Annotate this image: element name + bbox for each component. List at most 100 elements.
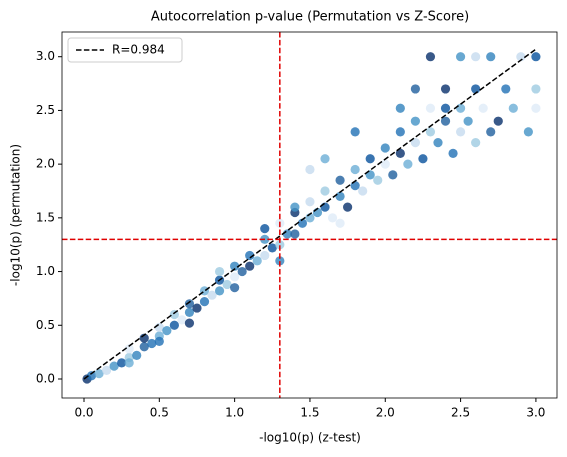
point bbox=[94, 369, 104, 379]
y-tick-label: 1.5 bbox=[36, 210, 55, 224]
x-tick-label: 1.0 bbox=[225, 406, 244, 420]
point bbox=[320, 186, 330, 196]
point bbox=[350, 127, 360, 137]
x-tick-label: 2.5 bbox=[451, 406, 470, 420]
point bbox=[297, 218, 308, 228]
point bbox=[440, 103, 451, 113]
point bbox=[455, 127, 466, 137]
point bbox=[335, 218, 345, 228]
chart-title: Autocorrelation p-value (Permutation vs … bbox=[151, 10, 469, 25]
point bbox=[207, 290, 217, 300]
point bbox=[486, 127, 496, 137]
point bbox=[471, 84, 481, 94]
x-axis-label: -log10(p) (z-test) bbox=[259, 431, 361, 445]
legend-label: R=0.984 bbox=[112, 43, 165, 57]
point bbox=[403, 159, 413, 169]
point bbox=[335, 191, 345, 201]
point bbox=[425, 52, 436, 62]
legend-box bbox=[67, 37, 183, 63]
point bbox=[388, 170, 398, 180]
point bbox=[86, 371, 97, 381]
point bbox=[350, 181, 360, 191]
point bbox=[124, 344, 134, 354]
point bbox=[327, 213, 338, 223]
point bbox=[440, 116, 451, 126]
point bbox=[320, 154, 330, 164]
point bbox=[132, 350, 142, 360]
point bbox=[245, 261, 255, 271]
y-tick-label: 2.5 bbox=[36, 103, 55, 117]
point bbox=[455, 103, 466, 113]
point bbox=[425, 127, 436, 137]
point bbox=[252, 256, 262, 266]
point bbox=[162, 326, 172, 336]
point bbox=[486, 52, 496, 62]
point bbox=[335, 175, 345, 185]
point bbox=[455, 52, 466, 62]
point bbox=[169, 320, 179, 330]
legend: R=0.984 bbox=[67, 37, 183, 63]
point bbox=[199, 297, 210, 307]
point bbox=[380, 159, 390, 169]
point bbox=[493, 116, 503, 126]
y-tick-label: 1.0 bbox=[36, 264, 55, 278]
point bbox=[380, 143, 390, 153]
point bbox=[508, 103, 518, 113]
point bbox=[516, 52, 526, 62]
point bbox=[471, 138, 481, 148]
point bbox=[290, 202, 300, 212]
point bbox=[440, 84, 451, 94]
point bbox=[433, 138, 443, 148]
point bbox=[531, 52, 541, 62]
point bbox=[410, 84, 420, 94]
point bbox=[478, 103, 488, 113]
point bbox=[109, 361, 119, 371]
y-tick-label: 2.0 bbox=[36, 157, 55, 171]
point bbox=[267, 243, 277, 253]
point bbox=[192, 303, 202, 313]
point bbox=[177, 315, 187, 325]
point bbox=[117, 358, 127, 368]
point bbox=[230, 272, 240, 282]
point bbox=[531, 103, 541, 113]
x-tick-label: 2.0 bbox=[376, 406, 395, 420]
point bbox=[275, 256, 285, 266]
point bbox=[418, 154, 428, 164]
fit-line bbox=[83, 48, 537, 380]
point bbox=[260, 223, 270, 234]
point bbox=[214, 286, 225, 296]
point bbox=[501, 84, 511, 94]
point bbox=[124, 358, 134, 368]
x-tick-label: 0.5 bbox=[150, 406, 169, 420]
point bbox=[237, 266, 247, 277]
point bbox=[395, 127, 405, 137]
point bbox=[230, 283, 240, 293]
point bbox=[395, 103, 405, 113]
point bbox=[471, 52, 481, 62]
y-tick-label: 3.0 bbox=[36, 49, 55, 63]
point bbox=[448, 148, 458, 158]
point bbox=[147, 338, 157, 349]
y-tick-label: 0.5 bbox=[36, 318, 55, 332]
point bbox=[531, 84, 541, 94]
point bbox=[425, 103, 436, 113]
point bbox=[139, 342, 149, 352]
point bbox=[350, 164, 360, 175]
y-axis-label: -log10(p) (permutation) bbox=[9, 144, 23, 286]
point bbox=[395, 148, 405, 158]
point bbox=[222, 279, 232, 290]
point bbox=[523, 127, 533, 137]
point bbox=[343, 202, 353, 212]
point bbox=[275, 240, 285, 250]
point bbox=[184, 307, 195, 317]
y-tick-label: 0.0 bbox=[36, 371, 55, 385]
point bbox=[463, 116, 473, 126]
point bbox=[154, 336, 164, 346]
point bbox=[101, 365, 112, 375]
point bbox=[184, 299, 195, 309]
point bbox=[373, 175, 383, 185]
point bbox=[320, 202, 330, 212]
point bbox=[410, 138, 420, 148]
plot-frame bbox=[61, 31, 558, 399]
